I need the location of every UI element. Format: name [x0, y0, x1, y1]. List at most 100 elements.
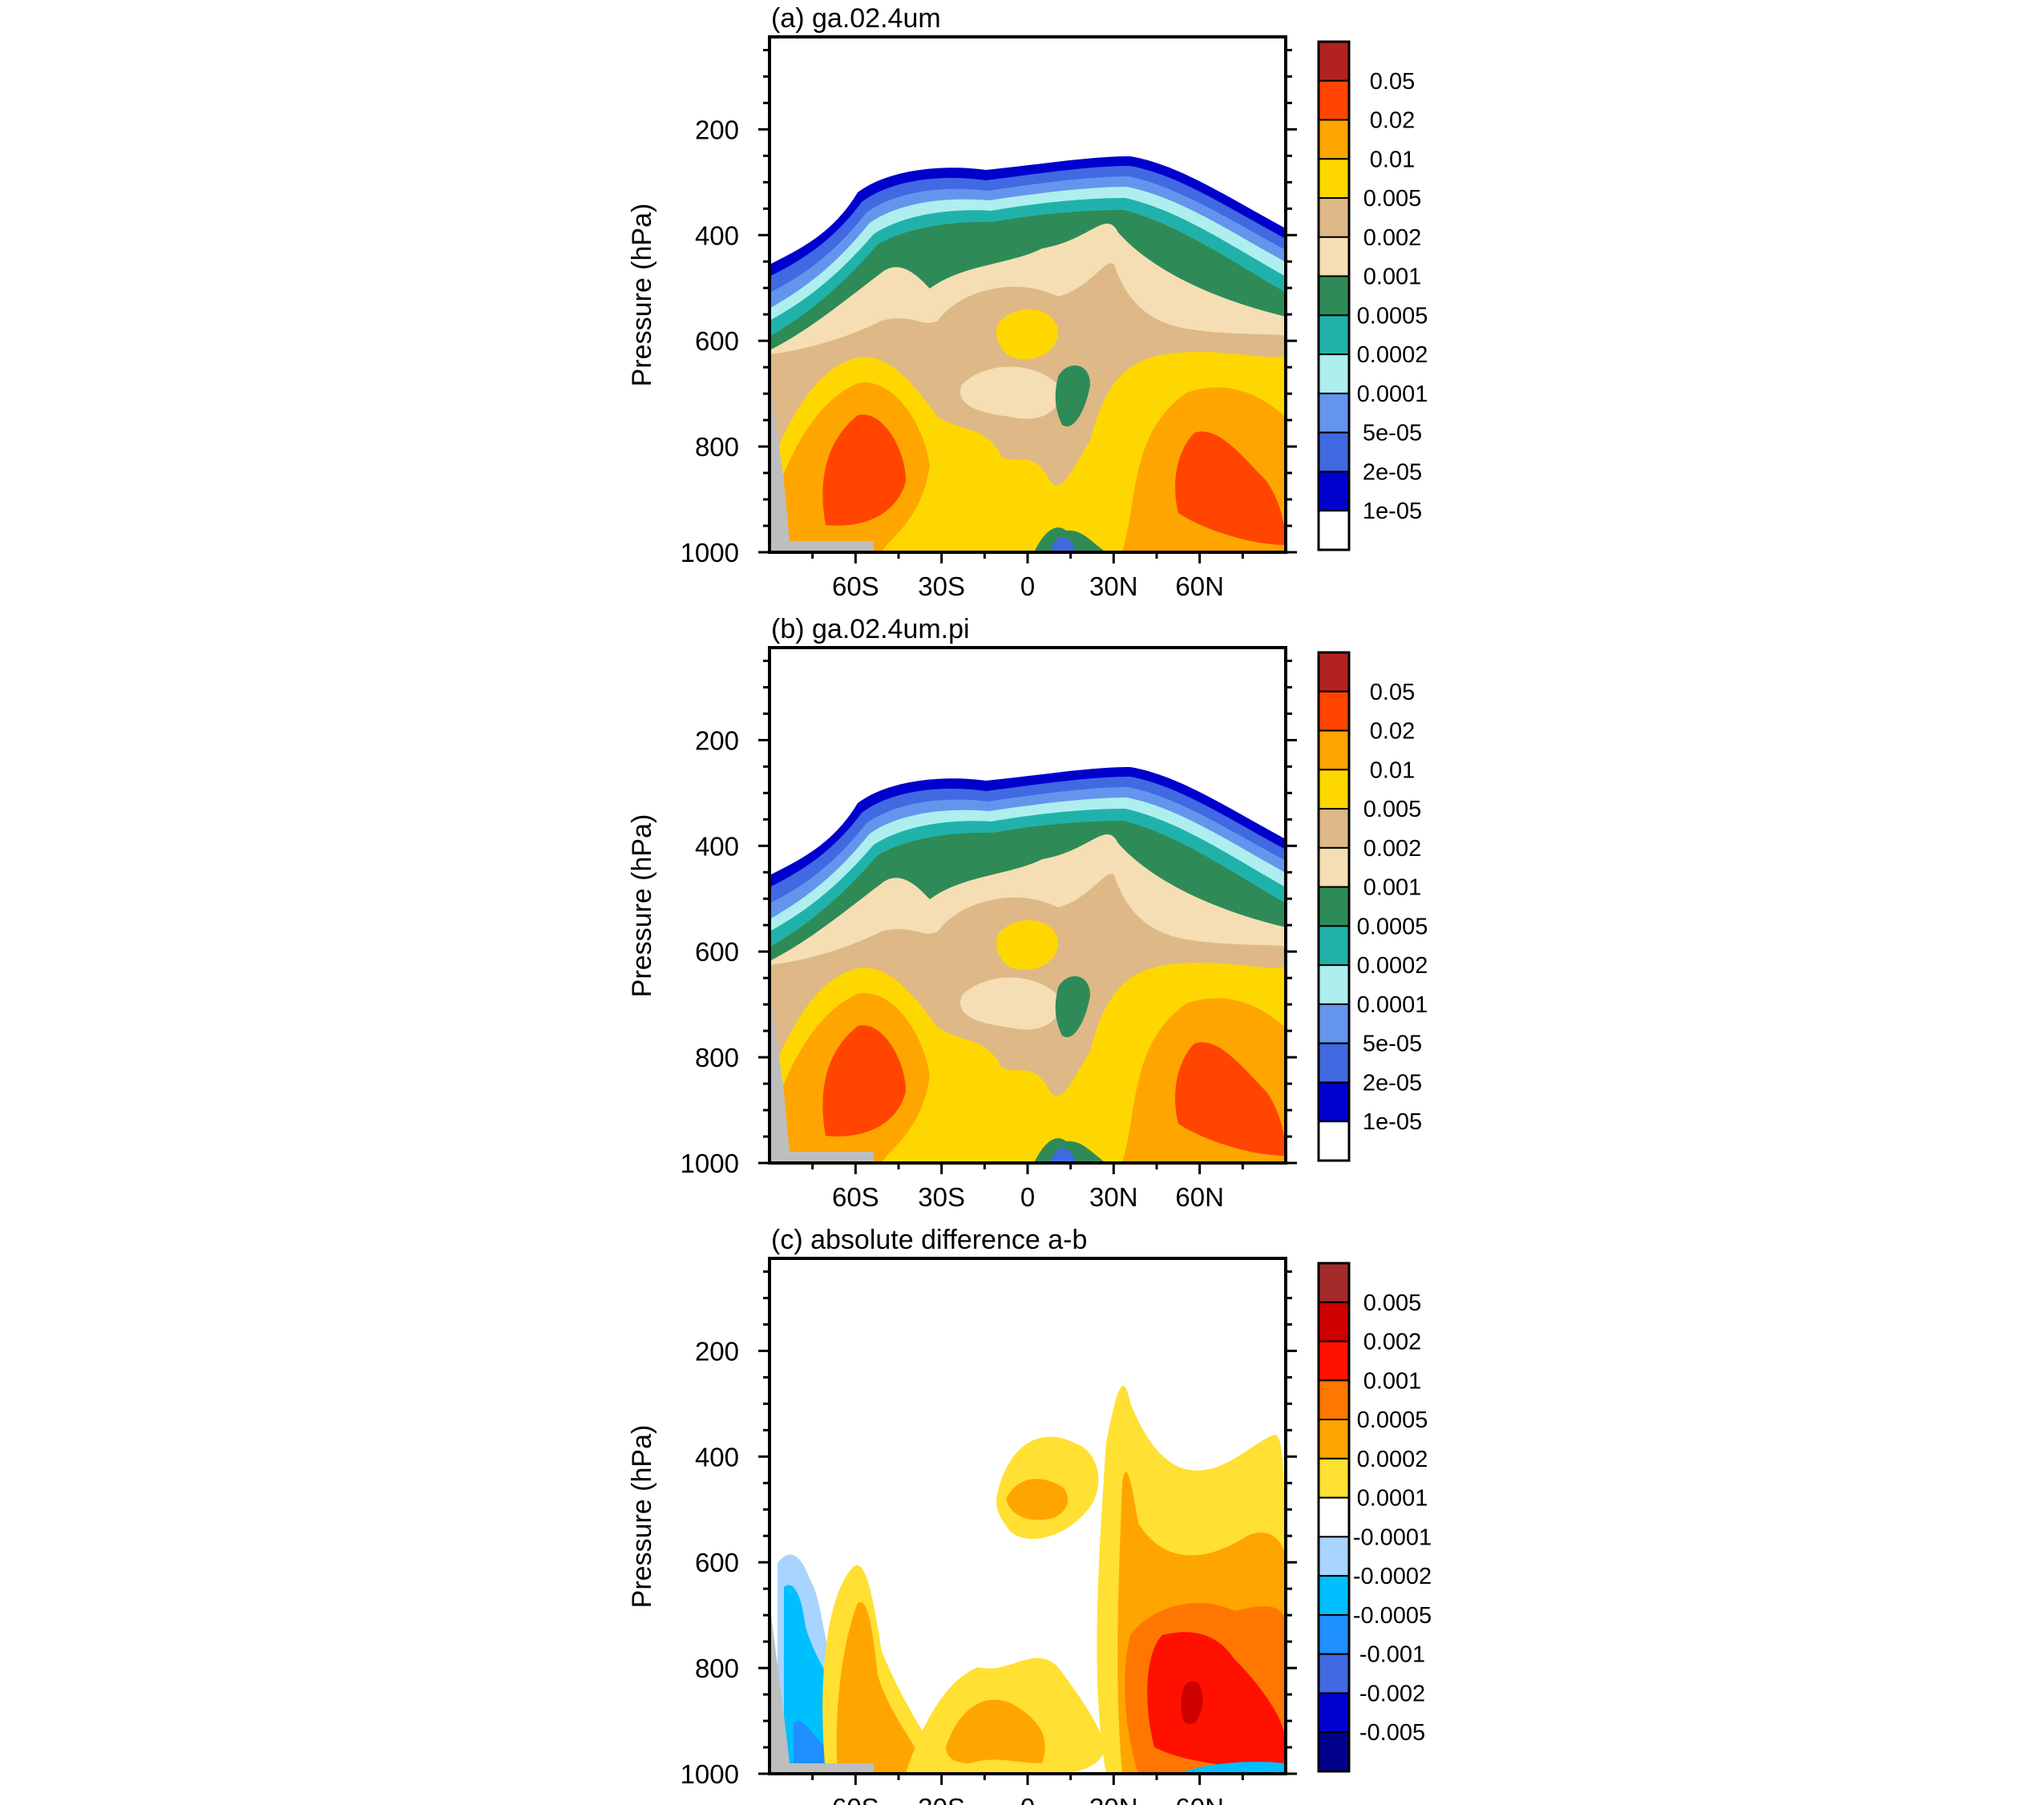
diff-c-pos-nh-0.002 [1147, 1632, 1286, 1767]
colorbar-label: -0.001 [1359, 1642, 1425, 1668]
y-tick-labels-c: 200 400 600 800 1000 [681, 1336, 739, 1789]
diff-c-pos-trop-0.0005 [946, 1699, 1045, 1763]
island-b-0.0005 [1055, 976, 1090, 1037]
x-tick-label: 30N [1089, 571, 1138, 601]
colorbar-swatch [1318, 353, 1350, 394]
colorbar-label: 0.02 [1370, 108, 1415, 134]
surface-patch-a [1034, 527, 1106, 552]
island-a-0.0005 [1055, 365, 1090, 426]
colorbar-label: 0.0002 [1357, 1447, 1428, 1472]
colorbar-label: 0.0002 [1357, 953, 1428, 979]
band-b-0.02 [822, 1025, 906, 1137]
colorbar-swatch [1318, 1692, 1350, 1734]
y-tick-label: 800 [695, 1043, 739, 1072]
colorbar-swatch [1318, 1613, 1350, 1655]
x-tick-labels-a: 60S 30S 0 30N 60N [832, 571, 1224, 601]
colorbar-c: 0.005 0.002 0.001 0.0005 0.0002 0.0001 -0.0001… [1317, 1262, 1432, 1773]
colorbar-swatch [1318, 1419, 1350, 1460]
colorbar-label: 0.0002 [1357, 342, 1428, 368]
y-axis-label-a: Pressure (hPa) [627, 204, 657, 387]
y-tick-label: 800 [695, 1654, 739, 1683]
colorbar-label: 0.002 [1363, 836, 1422, 862]
colorbar-swatch [1318, 158, 1350, 200]
ticks-c [758, 1270, 1297, 1785]
island-a-0.001 [960, 366, 1060, 419]
colorbar-swatch [1318, 964, 1350, 1005]
colorbar-swatch [1318, 41, 1350, 82]
y-axis-label-c: Pressure (hPa) [627, 1425, 657, 1609]
x-tick-label: 30N [1089, 1182, 1138, 1212]
y-tick-label: 400 [695, 831, 739, 861]
ticks-a [758, 48, 1297, 563]
colorbar-label: 0.0001 [1357, 1486, 1428, 1512]
colorbar-swatch [1318, 119, 1350, 160]
contour-field-a [770, 37, 1286, 552]
colorbar-frame [1317, 651, 1351, 1162]
contour-field-c [770, 1258, 1286, 1774]
colorbar-label: -0.002 [1359, 1681, 1425, 1706]
colorbar-label: 0.05 [1370, 680, 1415, 705]
colorbar-swatch [1318, 925, 1350, 967]
diff-c-pos-nh-0.005 [1181, 1681, 1203, 1724]
surface-patch-b [1034, 1138, 1106, 1163]
contour-field-b [770, 648, 1286, 1163]
y-tick-label: 1000 [681, 538, 739, 567]
colorbar-swatch [1318, 431, 1350, 473]
y-tick-label: 200 [695, 725, 739, 755]
colorbar-swatch [1318, 392, 1350, 434]
colorbar-swatch [1318, 1653, 1350, 1694]
colorbar-frame [1317, 40, 1351, 551]
colorbar-swatch [1318, 808, 1350, 849]
colorbar-label: 0.001 [1363, 875, 1422, 901]
colorbar-frame [1317, 1262, 1351, 1773]
colorbar-swatch [1318, 1379, 1350, 1421]
colorbar-swatch [1318, 470, 1350, 512]
colorbar-swatch [1318, 1731, 1350, 1772]
colorbar-swatch [1318, 79, 1350, 121]
colorbar-swatch [1318, 1536, 1350, 1577]
colorbar-swatch [1318, 1003, 1350, 1044]
colorbar-label: 0.0001 [1357, 382, 1428, 407]
colorbar-swatch [1318, 1301, 1350, 1343]
x-tick-label: 0 [1020, 571, 1035, 601]
colorbar-swatch [1318, 1042, 1350, 1084]
x-tick-label: 60S [832, 1182, 879, 1212]
colorbar-swatch [1318, 729, 1350, 771]
colorbar-label: 0.01 [1370, 757, 1415, 783]
colorbar-label: 0.0001 [1357, 992, 1428, 1018]
x-tick-label: 30N [1089, 1793, 1138, 1805]
y-tick-label: 1000 [681, 1149, 739, 1178]
x-tick-label: 30S [918, 571, 965, 601]
y-tick-label: 600 [695, 1548, 739, 1577]
colorbar-label: 2e-05 [1363, 1070, 1422, 1096]
x-tick-labels-c: 60S 30S 0 30N 60N [832, 1793, 1224, 1805]
x-tick-label: 60N [1175, 571, 1224, 601]
colorbar-label: -0.005 [1359, 1720, 1425, 1746]
y-tick-label: 600 [695, 937, 739, 967]
y-tick-label: 200 [695, 115, 739, 144]
colorbar-label: 1e-05 [1363, 499, 1422, 524]
x-tick-label: 60N [1175, 1182, 1224, 1212]
y-tick-label: 1000 [681, 1759, 739, 1789]
ticks-b [758, 659, 1297, 1174]
colorbar-swatch [1318, 886, 1350, 927]
colorbar-label: -0.0002 [1353, 1564, 1432, 1589]
colorbar-swatch [1318, 1081, 1350, 1123]
x-tick-labels-b: 60S 30S 0 30N 60N [832, 1182, 1224, 1212]
colorbar-label: 1e-05 [1363, 1109, 1422, 1135]
colorbar-label: 0.01 [1370, 147, 1415, 172]
x-tick-label: 60N [1175, 1793, 1224, 1805]
colorbar-swatch [1318, 275, 1350, 317]
ground-c [770, 1603, 874, 1774]
colorbar-swatch [1318, 236, 1350, 277]
band-a-0.02 [822, 414, 906, 526]
colorbar-swatch [1318, 1340, 1350, 1382]
x-tick-label: 0 [1020, 1182, 1035, 1212]
y-tick-label: 400 [695, 220, 739, 250]
panel-c: (c) absolute difference a-b Pressure (hP… [627, 1225, 1432, 1805]
panel-b: (b) ga.02.4um.pi Pressure (hPa) 60S 30S 0 3… [627, 614, 1428, 1212]
colorbar-swatch [1318, 1575, 1350, 1616]
colorbar-label: -0.0005 [1353, 1603, 1432, 1629]
colorbar-label: 0.0005 [1357, 1407, 1428, 1433]
